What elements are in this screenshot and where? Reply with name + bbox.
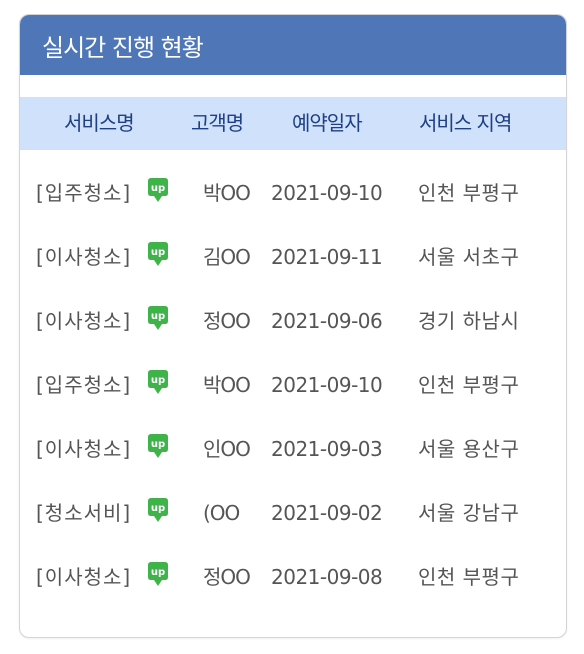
service-name: [이사청소] bbox=[36, 437, 132, 461]
customer-name: 박OO bbox=[203, 373, 251, 397]
service-name: [청소서비] bbox=[36, 501, 132, 525]
live-status-panel: 실시간 진행 현황 서비스명 고객명 예약일자 서비스 지역 [입주청소] up… bbox=[19, 14, 567, 638]
up-badge-icon: up bbox=[148, 434, 168, 458]
up-badge-label: up bbox=[151, 503, 165, 514]
up-badge-icon: up bbox=[148, 306, 168, 330]
service-name: [이사청소] bbox=[36, 565, 132, 589]
reservation-date: 2021-09-08 bbox=[271, 565, 383, 589]
list-item[interactable]: [이사청소] up 정OO 2021-09-06 경기 하남시 bbox=[20, 289, 566, 353]
up-badge-icon: up bbox=[148, 242, 168, 266]
list-item[interactable]: [이사청소] up 김OO 2021-09-11 서울 서초구 bbox=[20, 225, 566, 289]
up-badge-icon: up bbox=[148, 178, 168, 202]
service-name: [입주청소] bbox=[36, 373, 132, 397]
up-badge-label: up bbox=[151, 439, 165, 450]
service-area: 인천 부평구 bbox=[418, 373, 520, 397]
service-name: [이사청소] bbox=[36, 245, 132, 269]
service-area: 경기 하남시 bbox=[418, 309, 520, 333]
reservation-date: 2021-09-10 bbox=[271, 373, 383, 397]
customer-name: (OO bbox=[203, 501, 240, 525]
service-name: [이사청소] bbox=[36, 309, 132, 333]
list-item[interactable]: [입주청소] up 박OO 2021-09-10 인천 부평구 bbox=[20, 353, 566, 417]
up-badge-label: up bbox=[151, 311, 165, 322]
up-badge-label: up bbox=[151, 567, 165, 578]
customer-name: 정OO bbox=[203, 309, 251, 333]
service-area: 인천 부평구 bbox=[418, 565, 520, 589]
up-badge-label: up bbox=[151, 183, 165, 194]
service-area: 인천 부평구 bbox=[418, 181, 520, 205]
up-badge-label: up bbox=[151, 247, 165, 258]
service-area: 서울 용산구 bbox=[418, 437, 520, 461]
reservation-list: [입주청소] up 박OO 2021-09-10 인천 부평구 [이사청소] u… bbox=[20, 161, 566, 609]
reservation-date: 2021-09-11 bbox=[271, 245, 383, 269]
column-header-row: 서비스명 고객명 예약일자 서비스 지역 bbox=[20, 97, 566, 150]
list-item[interactable]: [청소서비] up (OO 2021-09-02 서울 강남구 bbox=[20, 481, 566, 545]
list-item[interactable]: [입주청소] up 박OO 2021-09-10 인천 부평구 bbox=[20, 161, 566, 225]
column-header-date: 예약일자 bbox=[292, 111, 363, 135]
reservation-date: 2021-09-03 bbox=[271, 437, 383, 461]
service-name: [입주청소] bbox=[36, 181, 132, 205]
column-header-area: 서비스 지역 bbox=[419, 111, 512, 135]
reservation-date: 2021-09-02 bbox=[271, 501, 383, 525]
customer-name: 박OO bbox=[203, 181, 251, 205]
customer-name: 인OO bbox=[203, 437, 251, 461]
list-item[interactable]: [이사청소] up 인OO 2021-09-03 서울 용산구 bbox=[20, 417, 566, 481]
up-badge-icon: up bbox=[148, 562, 168, 586]
list-item[interactable]: [이사청소] up 정OO 2021-09-08 인천 부평구 bbox=[20, 545, 566, 609]
up-badge-icon: up bbox=[148, 498, 168, 522]
service-area: 서울 서초구 bbox=[418, 245, 520, 269]
column-header-service: 서비스명 bbox=[64, 111, 135, 135]
reservation-date: 2021-09-06 bbox=[271, 309, 383, 333]
panel-header: 실시간 진행 현황 bbox=[20, 15, 566, 75]
column-header-customer: 고객명 bbox=[191, 111, 244, 135]
customer-name: 김OO bbox=[203, 245, 251, 269]
service-area: 서울 강남구 bbox=[418, 501, 520, 525]
panel-title: 실시간 진행 현황 bbox=[42, 33, 204, 62]
customer-name: 정OO bbox=[203, 565, 251, 589]
up-badge-icon: up bbox=[148, 370, 168, 394]
up-badge-label: up bbox=[151, 375, 165, 386]
reservation-date: 2021-09-10 bbox=[271, 181, 383, 205]
